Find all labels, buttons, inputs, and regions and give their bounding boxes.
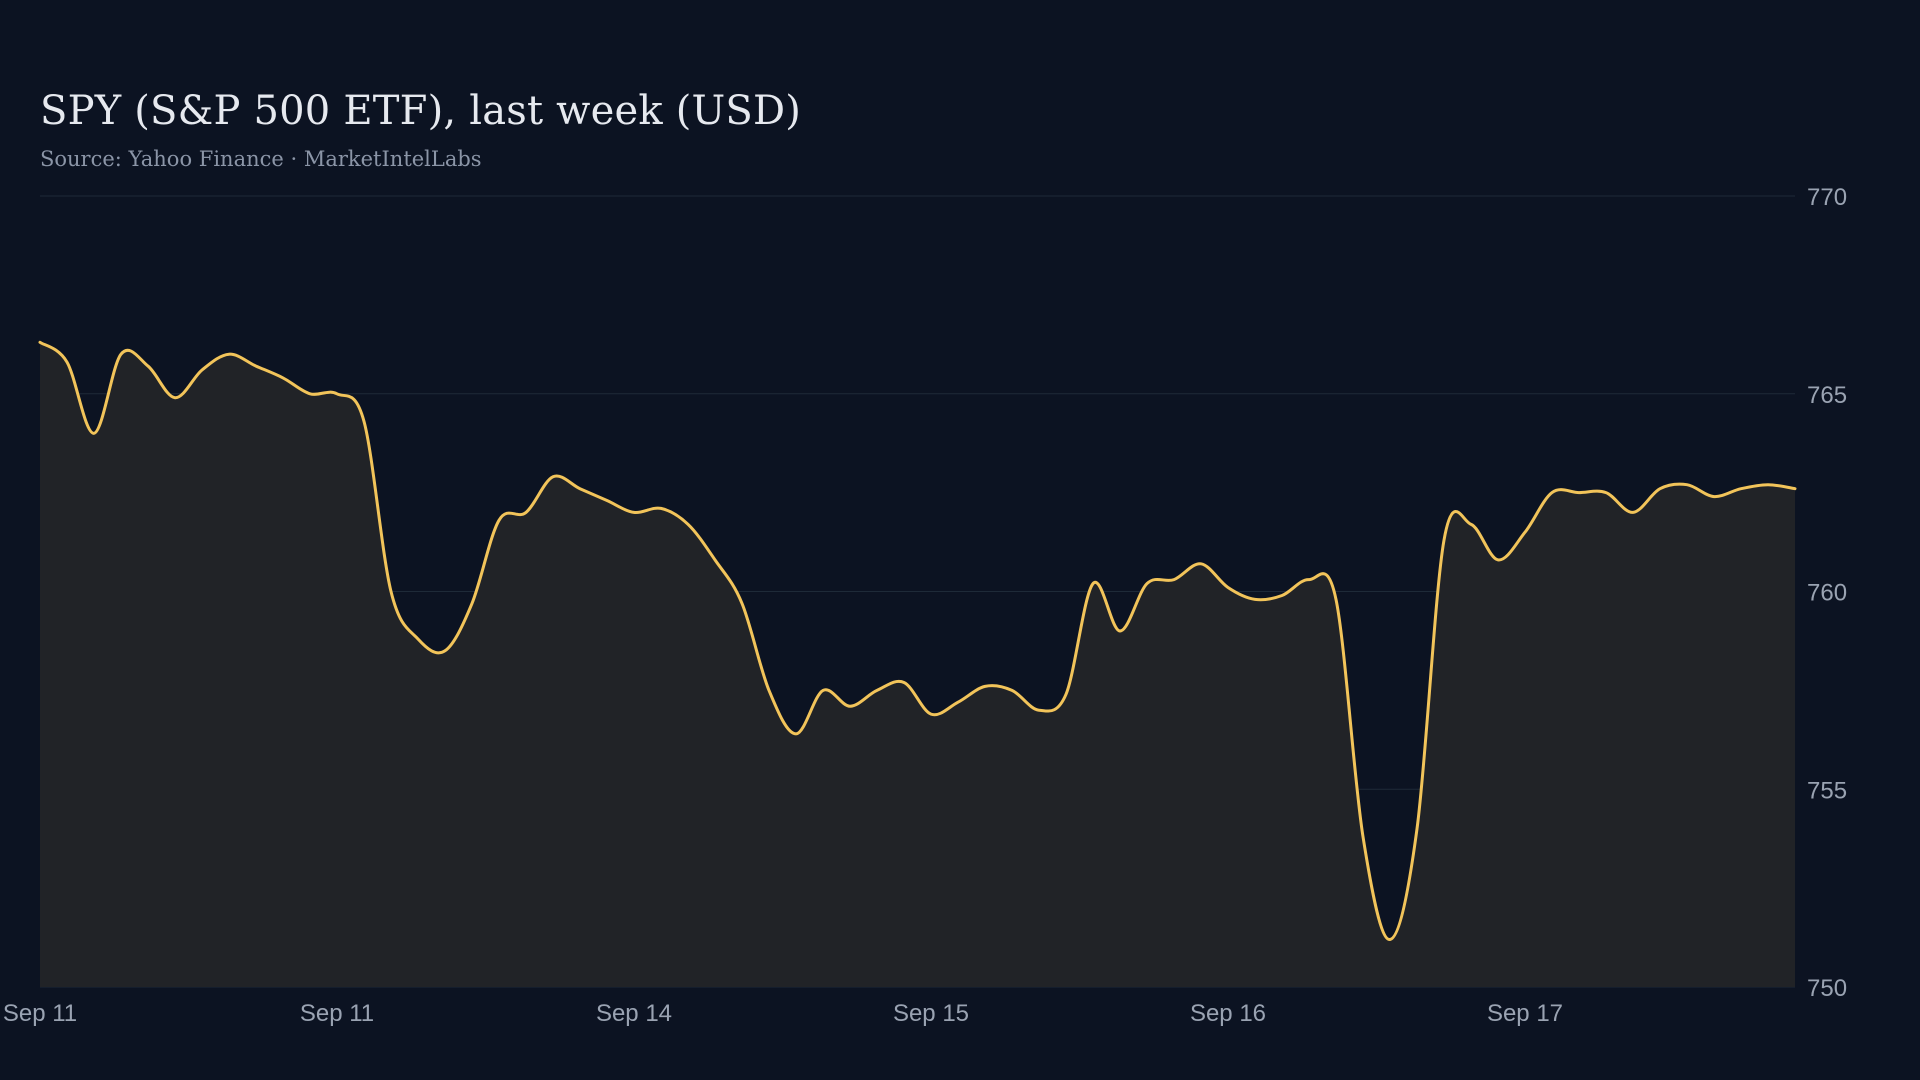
y-tick-label: 760 bbox=[1807, 580, 1847, 607]
x-tick-label: Sep 16 bbox=[1190, 1000, 1266, 1027]
price-area-fill bbox=[40, 342, 1795, 987]
chart-title: SPY (S&P 500 ETF), last week (USD) bbox=[40, 88, 802, 134]
x-tick-label: Sep 15 bbox=[893, 1000, 969, 1027]
y-axis: 770 765 760 755 750 bbox=[1807, 184, 1847, 1002]
x-tick-label: Sep 17 bbox=[1487, 1000, 1563, 1027]
price-line bbox=[38, 340, 1797, 941]
x-tick-label: Sep 11 bbox=[3, 1000, 77, 1027]
x-tick-label: Sep 14 bbox=[596, 1000, 672, 1027]
y-tick-label: 770 bbox=[1807, 184, 1847, 211]
y-tick-label: 765 bbox=[1807, 382, 1847, 409]
chart-subtitle: Source: Yahoo Finance · MarketIntelLabs bbox=[40, 147, 482, 171]
y-tick-label: 750 bbox=[1807, 975, 1847, 1002]
x-axis: Sep 11 Sep 11 Sep 14 Sep 15 Sep 16 Sep 17 bbox=[3, 1000, 1563, 1027]
x-tick-label: Sep 11 bbox=[300, 1000, 374, 1027]
y-tick-label: 755 bbox=[1807, 777, 1847, 804]
